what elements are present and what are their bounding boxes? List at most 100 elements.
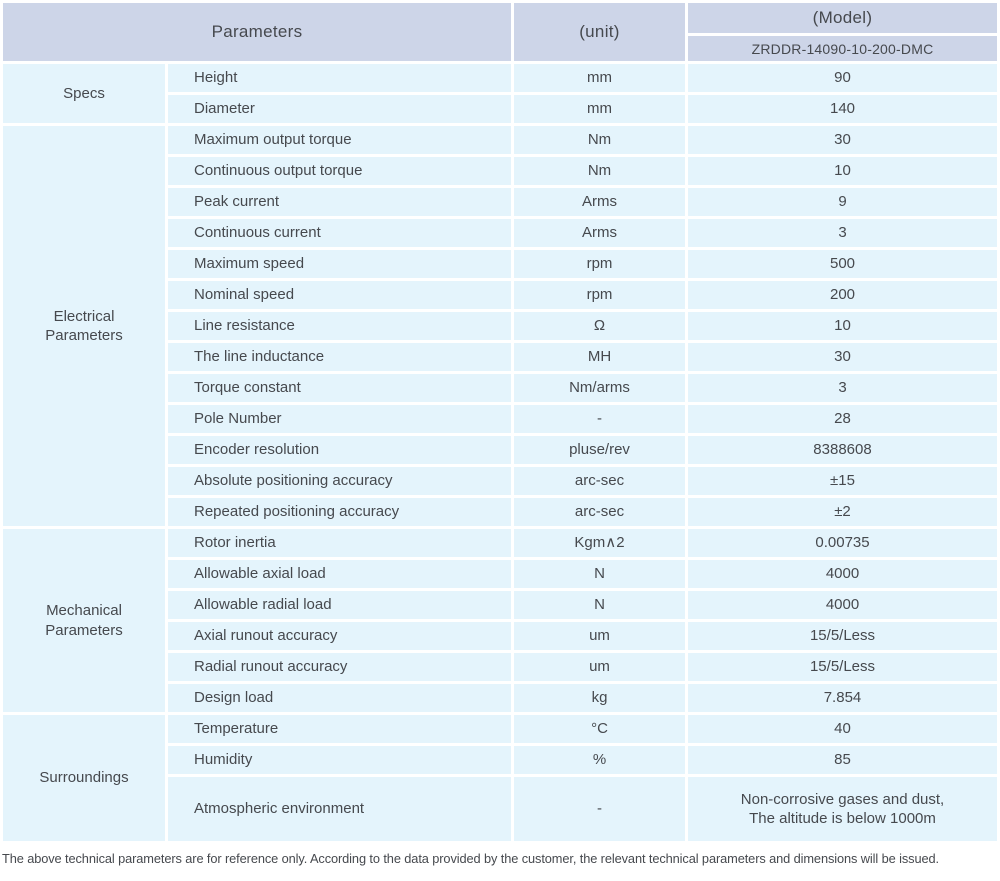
spec-table: Parameters (unit) (Model) ZRDDR-14090-10…: [3, 3, 997, 841]
param-cell: The line inductance: [168, 343, 511, 371]
table-row: Axial runout accuracy um 15/5/Less: [3, 622, 997, 650]
table-row: Maximum speed rpm 500: [3, 250, 997, 278]
unit-cell: arc-sec: [514, 498, 685, 526]
value-cell: 30: [688, 126, 997, 154]
unit-cell: °C: [514, 715, 685, 743]
table-row: Radial runout accuracy um 15/5/Less: [3, 653, 997, 681]
model-header: (Model): [688, 3, 997, 33]
value-cell: 200: [688, 281, 997, 309]
spec-table-header: Parameters (unit) (Model) ZRDDR-14090-10…: [3, 3, 997, 61]
value-cell: 15/5/Less: [688, 653, 997, 681]
value-cell: 10: [688, 157, 997, 185]
param-cell: Absolute positioning accuracy: [168, 467, 511, 495]
value-cell: ±15: [688, 467, 997, 495]
group-label-mechanical: Mechanical Parameters: [3, 529, 165, 712]
unit-cell: -: [514, 405, 685, 433]
param-cell: Torque constant: [168, 374, 511, 402]
model-number: ZRDDR-14090-10-200-DMC: [688, 36, 997, 61]
param-cell: Temperature: [168, 715, 511, 743]
value-cell: 140: [688, 95, 997, 123]
value-cell: 3: [688, 219, 997, 247]
value-cell: 4000: [688, 591, 997, 619]
param-cell: Peak current: [168, 188, 511, 216]
table-row: Torque constant Nm/arms 3: [3, 374, 997, 402]
unit-cell: %: [514, 746, 685, 774]
value-cell: 9: [688, 188, 997, 216]
unit-header: (unit): [514, 3, 685, 61]
unit-cell: arc-sec: [514, 467, 685, 495]
parameters-header: Parameters: [3, 3, 511, 61]
spec-table-body: Specs Height mm 90 Diameter mm 140 Electrical P…: [3, 64, 997, 841]
param-cell: Rotor inertia: [168, 529, 511, 557]
param-cell: Encoder resolution: [168, 436, 511, 464]
table-row: Encoder resolution pluse/rev 8388608: [3, 436, 997, 464]
group-label-surroundings: Surroundings: [3, 715, 165, 841]
table-row: The line inductance MH 30: [3, 343, 997, 371]
unit-cell: -: [514, 777, 685, 841]
param-cell: Allowable axial load: [168, 560, 511, 588]
unit-cell: kg: [514, 684, 685, 712]
table-row: Diameter mm 140: [3, 95, 997, 123]
unit-cell: pluse/rev: [514, 436, 685, 464]
table-row: Humidity% 85: [3, 746, 997, 774]
param-cell: Allowable radial load: [168, 591, 511, 619]
param-cell: Height: [168, 64, 511, 92]
param-cell: Axial runout accuracy: [168, 622, 511, 650]
unit-cell: um: [514, 622, 685, 650]
value-cell: 0.00735: [688, 529, 997, 557]
unit-cell: Nm: [514, 157, 685, 185]
value-cell: Non-corrosive gases and dust, The altitu…: [688, 777, 997, 841]
value-cell: 15/5/Less: [688, 622, 997, 650]
table-row: Atmospheric environment - Non-corrosive ga…: [3, 777, 997, 841]
param-cell: Atmospheric environment: [168, 777, 511, 841]
table-row: Pole Number -28: [3, 405, 997, 433]
group-label-electrical: Electrical Parameters: [3, 126, 165, 526]
unit-cell: rpm: [514, 281, 685, 309]
value-cell: 30: [688, 343, 997, 371]
param-cell: Design load: [168, 684, 511, 712]
param-cell: Continuous current: [168, 219, 511, 247]
value-cell: 7.854: [688, 684, 997, 712]
param-cell: Continuous output torque: [168, 157, 511, 185]
table-row: Nominal speed rpm 200: [3, 281, 997, 309]
table-row: Line resistance Ω 10: [3, 312, 997, 340]
table-row: Continuous current Arms 3: [3, 219, 997, 247]
unit-cell: N: [514, 560, 685, 588]
param-cell: Pole Number: [168, 405, 511, 433]
model-subheader-row: ZRDDR-14090-10-200-DMC: [3, 36, 997, 61]
param-cell: Diameter: [168, 95, 511, 123]
table-row: Mechanical Parameters Rotor inertia Kgm∧2 0…: [3, 529, 997, 712]
param-cell: Nominal speed: [168, 281, 511, 309]
unit-cell: Nm: [514, 126, 685, 154]
unit-cell: rpm: [514, 250, 685, 278]
unit-cell: Ω: [514, 312, 685, 340]
table-row: Repeated positioning accuracy arc-sec ±2: [3, 498, 997, 526]
unit-cell: N: [514, 591, 685, 619]
table-row: Surroundings Temperature °C 40: [3, 715, 997, 841]
value-cell: ±2: [688, 498, 997, 526]
table-row: Absolute positioning accuracy arc-sec ±15: [3, 467, 997, 495]
param-cell: Humidity: [168, 746, 511, 774]
unit-cell: Arms: [514, 219, 685, 247]
group-label-specs: Specs: [3, 64, 165, 123]
unit-cell: Kgm∧2: [514, 529, 685, 557]
unit-cell: MH: [514, 343, 685, 371]
param-cell: Line resistance: [168, 312, 511, 340]
param-cell: Maximum speed: [168, 250, 511, 278]
unit-cell: mm: [514, 95, 685, 123]
param-cell: Radial runout accuracy: [168, 653, 511, 681]
value-cell: 10: [688, 312, 997, 340]
param-cell: Maximum output torque: [168, 126, 511, 154]
unit-cell: Arms: [514, 188, 685, 216]
unit-cell: um: [514, 653, 685, 681]
unit-cell: mm: [514, 64, 685, 92]
value-cell: 85: [688, 746, 997, 774]
value-cell: 4000: [688, 560, 997, 588]
header-row: Parameters (unit) (Model): [3, 3, 997, 61]
value-cell: 28: [688, 405, 997, 433]
unit-cell: Nm/arms: [514, 374, 685, 402]
value-cell: 500: [688, 250, 997, 278]
param-cell: Repeated positioning accuracy: [168, 498, 511, 526]
table-row: Allowable axial load N 4000: [3, 560, 997, 588]
